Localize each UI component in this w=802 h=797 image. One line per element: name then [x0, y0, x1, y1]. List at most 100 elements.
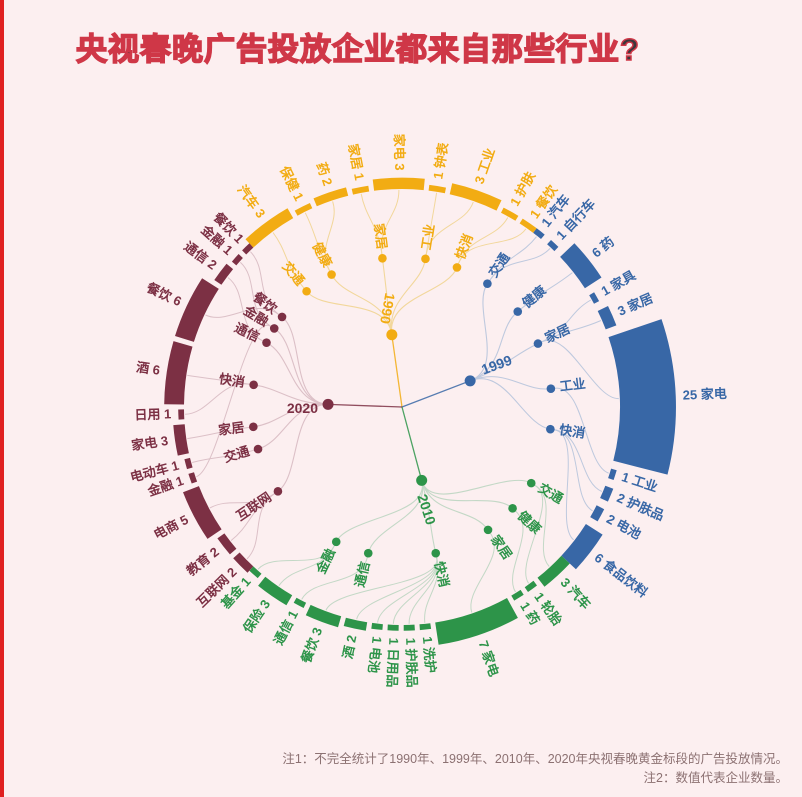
category-label: 1 日用品: [384, 637, 401, 687]
category-label: 1 工业: [620, 469, 660, 494]
ring-segment: [173, 424, 189, 456]
leaf-link: [356, 556, 438, 620]
group-node-dot: [508, 504, 517, 513]
category-label: 1 电池: [366, 636, 385, 674]
ring-segment: [188, 472, 198, 484]
group-node-dot: [483, 279, 492, 288]
group-node-dot: [363, 548, 373, 558]
ring-segment: [511, 589, 524, 601]
category-label: 1 钟表: [430, 140, 451, 180]
ring-segment: [533, 228, 545, 239]
leaf-link: [272, 232, 305, 289]
ring-segment: [547, 240, 559, 252]
group-link: [281, 316, 329, 405]
ring-layer: [164, 177, 676, 645]
group-node-dot: [513, 307, 523, 316]
group-label: 健康: [515, 508, 545, 537]
group-node-dot: [526, 478, 536, 488]
ring-segment: [435, 598, 518, 645]
category-label: 3 汽车: [558, 575, 594, 612]
group-node-dot: [378, 253, 387, 263]
leaf-link: [304, 212, 331, 272]
group-link: [470, 378, 551, 430]
group-node-dot: [249, 380, 258, 390]
category-label: 3 工业: [472, 146, 498, 186]
ring-segment: [175, 278, 219, 342]
leaf-link: [380, 189, 400, 255]
leaf-link: [489, 248, 551, 281]
branch-stem: [327, 403, 403, 408]
year-label: 1999: [479, 352, 514, 378]
ring-segment: [294, 203, 313, 216]
group-node-dot: [431, 548, 441, 558]
ring-segment: [608, 468, 617, 480]
leaf-link: [457, 217, 509, 264]
leaf-link: [239, 261, 272, 327]
leaf-link: [541, 299, 592, 343]
footnote-2: 注2：数值代表企业数量。: [643, 771, 788, 786]
group-node-dot: [327, 270, 336, 279]
year-node-dot: [322, 398, 334, 410]
ring-segment: [184, 457, 193, 470]
ring-segment: [178, 409, 185, 420]
group-label: 快消: [558, 422, 586, 441]
group-label: 工业: [418, 223, 437, 251]
leaf-link: [205, 308, 280, 318]
group-label: 快消: [452, 232, 475, 262]
group-label: 互联网: [233, 489, 274, 523]
group-link: [421, 479, 532, 495]
group-link: [421, 480, 489, 531]
ring-segment: [351, 185, 370, 195]
nodes-layer: [249, 253, 556, 558]
category-label: 酒 6: [135, 359, 161, 377]
leaf-link: [554, 387, 609, 474]
category-label: 7 家电: [476, 639, 502, 679]
group-label: 健康: [310, 240, 336, 271]
leaf-link: [246, 493, 275, 560]
group-node-dot: [452, 263, 462, 272]
group-link: [367, 480, 424, 554]
leaf-link: [534, 484, 550, 567]
ring-segment: [258, 576, 293, 606]
group-link: [421, 480, 437, 554]
group-label: 快消: [218, 371, 246, 390]
ring-segment: [233, 552, 254, 573]
ring-segment: [419, 623, 432, 631]
category-label: 日用 1: [134, 406, 171, 422]
ring-segment: [590, 505, 605, 522]
category-label: 教育 2: [183, 544, 222, 579]
category-label: 6 食品饮料: [592, 550, 651, 600]
ring-segment: [501, 207, 519, 221]
leaf-link: [196, 324, 272, 478]
ring-segment: [589, 292, 600, 304]
branch-stem: [391, 334, 403, 408]
ring-segment: [608, 319, 676, 475]
group-link: [253, 384, 329, 405]
ring-segment: [249, 566, 262, 579]
year-label: 2020: [287, 400, 318, 416]
group-link: [331, 274, 393, 335]
leaf-link: [512, 510, 524, 593]
ring-segment: [372, 177, 425, 191]
leaf-link: [554, 429, 574, 541]
leaf-link: [470, 532, 495, 613]
group-link: [470, 376, 551, 390]
group-label: 交通: [536, 480, 566, 506]
group-label: 家居: [371, 222, 389, 250]
leaf-link: [425, 192, 438, 255]
ring-segment: [245, 208, 294, 248]
category-label: 6 药: [589, 234, 617, 261]
ring-segment: [600, 485, 614, 502]
group-node-dot: [277, 312, 287, 322]
ring-segment: [305, 604, 342, 628]
leaf-link: [278, 545, 335, 586]
leaf-link: [554, 429, 593, 512]
leaf-link: [520, 272, 573, 310]
ring-segment: [231, 254, 243, 266]
leaf-link: [209, 493, 275, 509]
ring-segment: [183, 486, 222, 539]
category-label: 汽车 3: [234, 182, 268, 221]
ring-segment: [561, 524, 603, 570]
ring-segment: [403, 624, 415, 631]
